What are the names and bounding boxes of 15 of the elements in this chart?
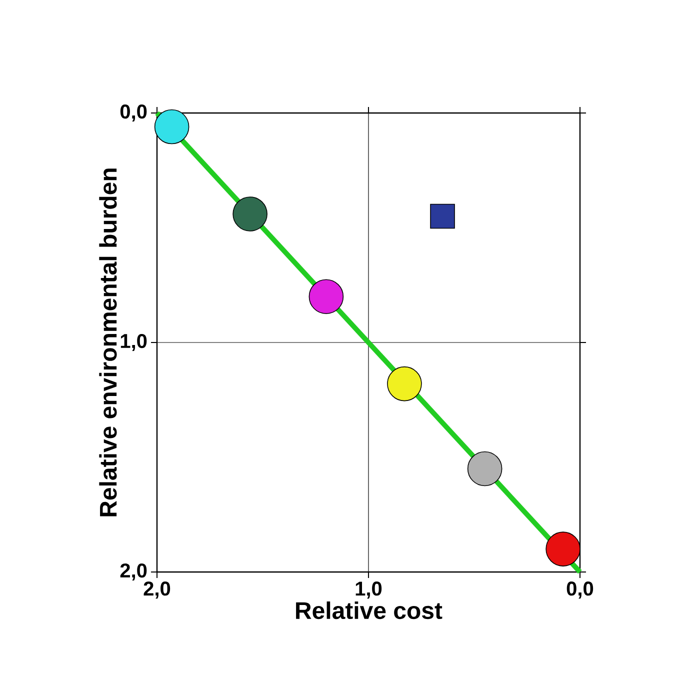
x-tick-label: 0,0 <box>566 582 594 599</box>
point <box>308 279 344 314</box>
y-axis-title: Relative environmental burden <box>99 168 117 516</box>
x-tick-label: 1,0 <box>356 582 382 599</box>
x-tick-label: 2,0 <box>144 582 170 599</box>
y-tick-label: 0,0 <box>120 104 147 122</box>
point <box>467 451 502 486</box>
point <box>154 109 190 144</box>
y-tick-label: 2,0 <box>120 563 147 581</box>
point <box>232 196 268 232</box>
point <box>546 532 580 566</box>
x-axis-title: Relative cost <box>296 601 442 620</box>
point <box>387 366 422 402</box>
y-tick-label: 1,0 <box>120 334 147 352</box>
point <box>430 204 455 229</box>
